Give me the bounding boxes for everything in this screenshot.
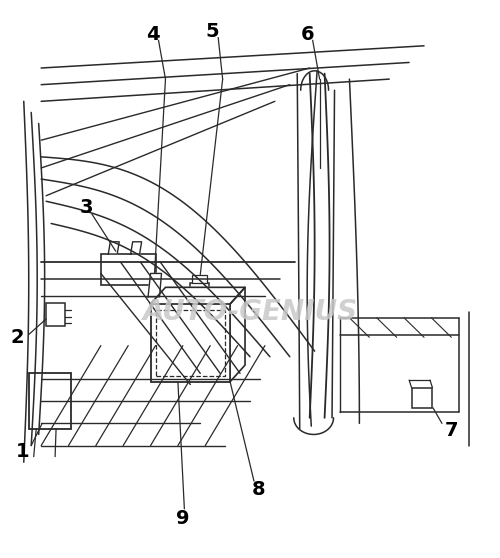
- FancyBboxPatch shape: [412, 388, 432, 408]
- FancyBboxPatch shape: [190, 283, 209, 301]
- Text: 5: 5: [206, 22, 220, 41]
- Polygon shape: [150, 287, 245, 304]
- FancyBboxPatch shape: [28, 373, 71, 429]
- Text: 3: 3: [80, 199, 94, 218]
- Polygon shape: [108, 242, 119, 254]
- FancyBboxPatch shape: [150, 304, 230, 382]
- FancyBboxPatch shape: [101, 254, 156, 285]
- Text: 1: 1: [16, 441, 29, 460]
- Text: 6: 6: [300, 25, 314, 44]
- Text: 4: 4: [146, 25, 160, 44]
- Polygon shape: [230, 287, 245, 382]
- Polygon shape: [148, 273, 162, 297]
- FancyBboxPatch shape: [192, 275, 206, 283]
- Text: 2: 2: [11, 328, 24, 347]
- Text: 8: 8: [252, 480, 266, 499]
- Text: 7: 7: [444, 421, 458, 440]
- FancyBboxPatch shape: [46, 303, 65, 326]
- Text: AUTO-GENIUS: AUTO-GENIUS: [142, 299, 358, 326]
- Polygon shape: [130, 242, 141, 254]
- Text: 9: 9: [176, 509, 190, 528]
